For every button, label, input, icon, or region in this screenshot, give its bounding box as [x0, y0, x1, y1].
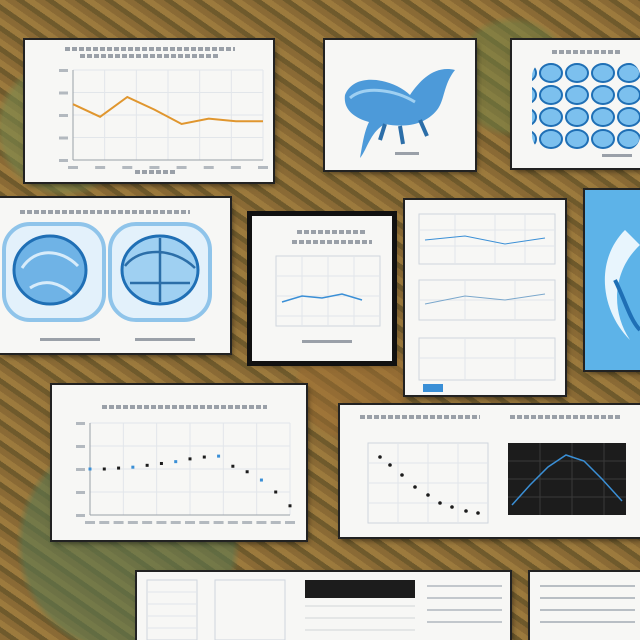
x-tick-label: [213, 521, 224, 524]
x-tick-label: [99, 521, 110, 524]
x-tick-label: [285, 521, 295, 524]
x-tick-label: [127, 521, 138, 524]
series-line: [72, 95, 263, 126]
bottom-table-panel: [137, 572, 510, 640]
data-point: [117, 466, 121, 470]
dual-chart: [367, 442, 626, 524]
blue-creature-panel: [325, 40, 475, 170]
y-tick-label: [76, 468, 85, 471]
dual-chart-panel: [340, 405, 640, 537]
blue-wave-panel: [585, 190, 640, 370]
small-plot-panel: [252, 216, 392, 361]
y-tick-label: [76, 491, 85, 494]
brain-scans-illustration: [2, 222, 212, 341]
y-tick-label: [76, 422, 85, 425]
data-point: [159, 461, 163, 465]
stacked-plots-chart: [418, 213, 556, 392]
data-point: [217, 454, 221, 458]
x-tick-label: [142, 521, 153, 524]
small-plot-chart: [275, 255, 381, 343]
x-tick-label: [149, 166, 160, 169]
blue-cells-panel: [512, 40, 640, 168]
data-point: [102, 467, 106, 471]
x-tick-label: [156, 521, 167, 524]
blue-cells-illustration: [532, 62, 640, 157]
bottom-right-table: [540, 585, 635, 623]
x-tick-label: [113, 521, 124, 524]
x-tick-label: [68, 166, 78, 169]
data-point: [274, 490, 278, 494]
data-point: [245, 470, 249, 474]
x-tick-label: [95, 166, 106, 169]
data-point: [188, 457, 192, 461]
x-tick-label: [185, 521, 195, 524]
scatter-chart: [76, 422, 295, 524]
brain-scans-panel: [0, 198, 230, 353]
y-tick-label: [76, 445, 85, 448]
y-tick-label: [76, 514, 85, 517]
y-tick-label: [59, 159, 68, 162]
stacked-plots-panel: [405, 200, 565, 395]
data-point: [288, 504, 292, 508]
y-tick-label: [59, 91, 68, 95]
x-tick-label: [258, 166, 268, 169]
x-tick-label: [256, 521, 267, 524]
data-point: [231, 464, 235, 468]
data-point: [259, 478, 263, 482]
blue-wave-illustration: [585, 190, 640, 370]
x-tick-label: [230, 166, 241, 169]
x-tick-label: [227, 521, 238, 524]
y-tick-label: [59, 114, 68, 117]
x-tick-label: [242, 521, 253, 524]
data-point: [202, 455, 206, 459]
x-tick-label: [203, 166, 214, 169]
bottom-table: [146, 579, 502, 640]
line-chart-panel: [25, 40, 273, 182]
x-tick-label: [199, 521, 210, 524]
y-tick-label: [59, 136, 68, 140]
x-tick-label: [85, 521, 95, 524]
line-chart: [59, 69, 268, 169]
y-tick-label: [59, 69, 68, 72]
bottom-right-panel: [530, 572, 640, 640]
data-point: [88, 467, 92, 471]
x-tick-label: [170, 521, 181, 524]
data-point: [131, 465, 135, 469]
x-tick-label: [270, 521, 281, 524]
x-tick-label: [176, 166, 187, 169]
scatter-chart-panel: [52, 385, 306, 540]
blue-creature-illustration: [344, 69, 455, 158]
data-point: [145, 463, 149, 467]
x-tick-label: [122, 166, 133, 169]
data-point: [174, 460, 178, 464]
